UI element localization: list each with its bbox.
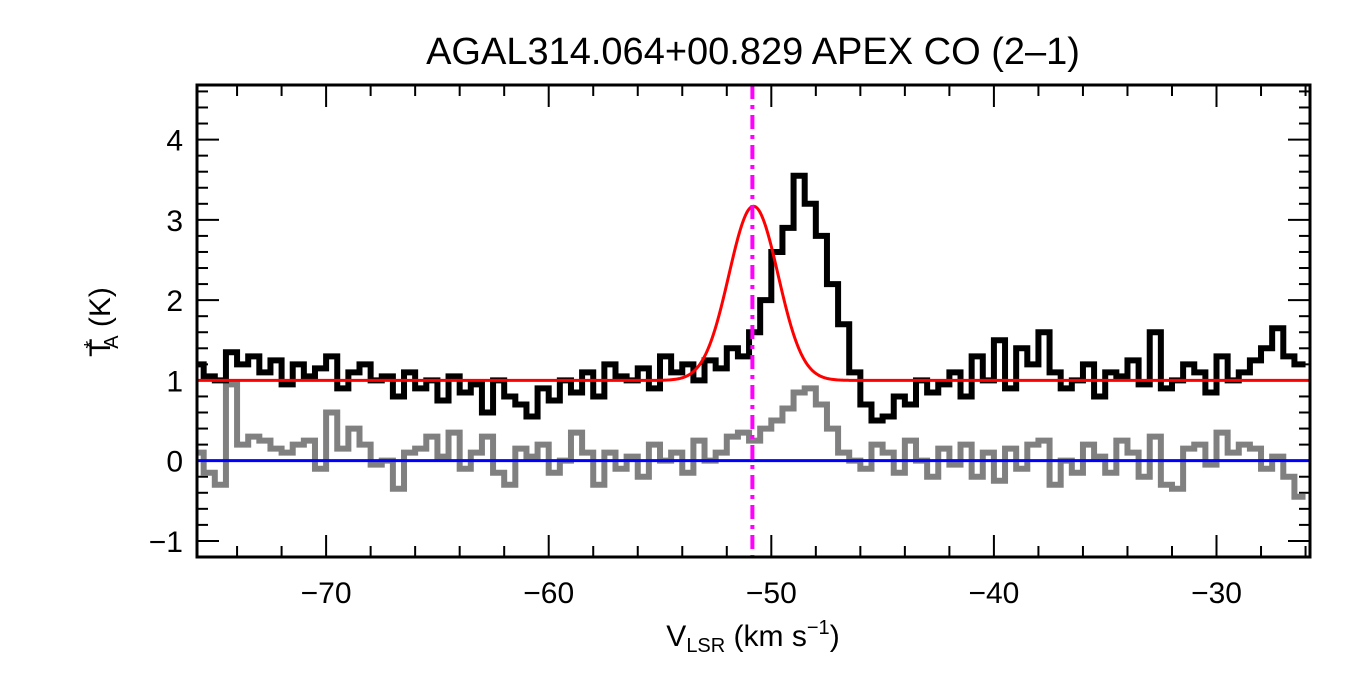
plot-area	[197, 85, 1310, 557]
y-tick-label: 3	[166, 205, 183, 238]
residual-spectrum	[197, 381, 1306, 500]
x-tick-label: −50	[746, 577, 797, 610]
y-tick-labels: −1 0 1 2 3 4	[149, 125, 183, 559]
plot-frame	[195, 83, 1312, 559]
y-tick-label: −1	[149, 526, 183, 559]
y-tick-label: 0	[166, 446, 183, 479]
x-tick-label: −30	[1191, 577, 1242, 610]
x-tick-label: −40	[968, 577, 1019, 610]
x-tick-labels: −70 −60 −50 −40 −30	[301, 577, 1242, 610]
chart-title: AGAL314.064+00.829 APEX CO (2–1)	[426, 31, 1080, 73]
observed-spectrum	[197, 172, 1306, 424]
gaussian-fit	[197, 204, 1310, 382]
y-axis-label: T*A (K)	[81, 287, 123, 357]
x-tick-label: −70	[301, 577, 352, 610]
x-tick-label: −60	[523, 577, 574, 610]
x-axis-label: VLSR (km s−1)	[666, 617, 839, 657]
y-tick-label: 1	[166, 365, 183, 398]
y-tick-label: 2	[166, 285, 183, 318]
y-tick-label: 4	[166, 125, 183, 158]
